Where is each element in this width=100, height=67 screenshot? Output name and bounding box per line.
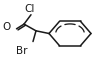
Text: Br: Br [16,46,27,56]
Text: Cl: Cl [24,4,35,14]
Text: O: O [2,22,10,32]
